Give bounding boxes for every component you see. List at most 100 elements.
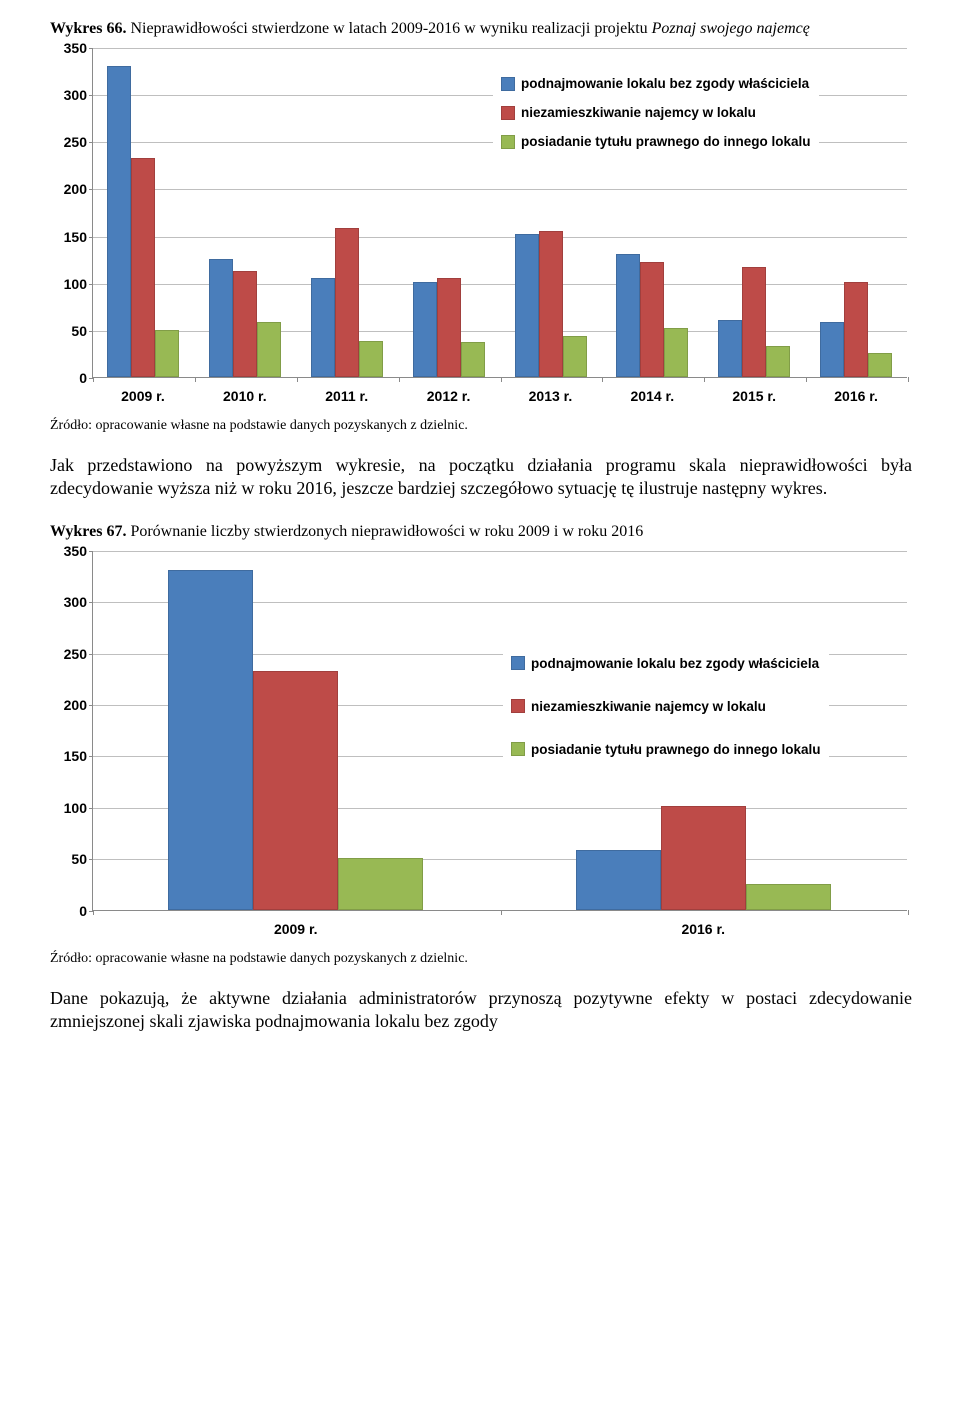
chart1-y-tick-label: 300: [64, 87, 87, 103]
chart2-legend: podnajmowanie lokalu bez zgody właścicie…: [503, 636, 829, 777]
chart2-y-tick-label: 350: [64, 543, 87, 559]
chart2-y-tick-label: 50: [71, 851, 87, 867]
chart1-x-tick: [93, 377, 94, 382]
chart1-x-label: 2013 r.: [500, 388, 602, 404]
chart2-y-tick-label: 200: [64, 697, 87, 713]
chart1-bar: [515, 234, 539, 377]
chart1-gridline: [93, 189, 907, 190]
chart1-gridline: [93, 48, 907, 49]
chart1-bar: [616, 254, 640, 377]
chart1-bar: [107, 66, 131, 377]
chart2-legend-item: niezamieszkiwanie najemcy w lokalu: [511, 685, 821, 728]
chart1-caption-prefix: Wykres 66.: [50, 20, 126, 37]
chart1-bar: [209, 259, 233, 377]
chart1-legend-item: podnajmowanie lokalu bez zgody właścicie…: [501, 69, 811, 98]
chart1-legend: podnajmowanie lokalu bez zgody właścicie…: [493, 63, 819, 162]
chart2-legend-item: posiadanie tytułu prawnego do innego lok…: [511, 728, 821, 771]
chart1-y-tick-label: 250: [64, 134, 87, 150]
chart1-bar: [155, 330, 179, 377]
legend-label: posiadanie tytułu prawnego do innego lok…: [531, 742, 821, 757]
chart2-legend-item: podnajmowanie lokalu bez zgody właścicie…: [511, 642, 821, 685]
chart1-x-label: 2011 r.: [296, 388, 398, 404]
chart1-gridline: [93, 237, 907, 238]
chart1-y-tick-label: 0: [79, 370, 87, 386]
chart1-y-tick-label: 150: [64, 229, 87, 245]
chart1-bar: [718, 320, 742, 377]
chart1: 050100150200250300350podnajmowanie lokal…: [50, 48, 912, 404]
chart1-x-label: 2015 r.: [703, 388, 805, 404]
chart2-source: Źródło: opracowanie własne na podstawie …: [50, 951, 912, 967]
chart1-x-label: 2012 r.: [398, 388, 500, 404]
chart2-bar: [746, 884, 831, 910]
chart2-bar: [168, 570, 253, 909]
chart1-source: Źródło: opracowanie własne na podstawie …: [50, 418, 912, 434]
chart1-bar: [413, 282, 437, 377]
chart2-x-tick: [908, 910, 909, 915]
legend-label: podnajmowanie lokalu bez zgody właścicie…: [521, 76, 809, 91]
legend-swatch: [501, 106, 515, 120]
chart2-caption: Wykres 67. Porównanie liczby stwierdzony…: [50, 523, 912, 541]
legend-label: posiadanie tytułu prawnego do innego lok…: [521, 134, 811, 149]
chart1-plot: 050100150200250300350podnajmowanie lokal…: [92, 48, 907, 378]
chart2-gridline: [93, 551, 907, 552]
chart2-x-label: 2016 r.: [500, 921, 908, 937]
chart1-x-label: 2016 r.: [805, 388, 907, 404]
chart1-x-tick: [704, 377, 705, 382]
chart2-y-tick-label: 300: [64, 594, 87, 610]
chart1-bar: [233, 271, 257, 377]
chart1-caption-italic: Poznaj swojego najemcę: [652, 20, 810, 37]
chart2-x-tick: [501, 910, 502, 915]
chart2-caption-prefix: Wykres 67.: [50, 523, 126, 540]
chart1-bar: [766, 346, 790, 377]
chart1-bar: [868, 353, 892, 377]
chart1-x-tick: [399, 377, 400, 382]
chart1-x-axis: 2009 r.2010 r.2011 r.2012 r.2013 r.2014 …: [92, 388, 907, 404]
chart1-x-tick: [195, 377, 196, 382]
legend-label: podnajmowanie lokalu bez zgody właścicie…: [531, 656, 819, 671]
chart2-bar: [661, 806, 746, 910]
chart1-x-label: 2009 r.: [92, 388, 194, 404]
chart2-plot: 050100150200250300350podnajmowanie lokal…: [92, 551, 907, 911]
legend-swatch: [511, 699, 525, 713]
chart1-x-tick: [602, 377, 603, 382]
legend-swatch: [511, 742, 525, 756]
chart2-bar: [576, 850, 661, 910]
legend-swatch: [501, 135, 515, 149]
chart1-bar: [820, 322, 844, 377]
chart1-bar: [257, 322, 281, 377]
chart1-x-tick: [908, 377, 909, 382]
chart1-bar: [844, 282, 868, 377]
chart2-caption-rest: Porównanie liczby stwierdzonych nieprawi…: [126, 523, 643, 540]
legend-label: niezamieszkiwanie najemcy w lokalu: [531, 699, 766, 714]
chart2-x-axis: 2009 r.2016 r.: [92, 921, 907, 937]
chart2-y-tick-label: 100: [64, 800, 87, 816]
chart1-bar: [437, 278, 461, 377]
chart1-bar: [742, 267, 766, 377]
chart1-caption: Wykres 66. Nieprawidłowości stwierdzone …: [50, 20, 912, 38]
chart2-bar: [253, 671, 338, 910]
chart1-bar: [335, 228, 359, 377]
chart1-bar: [359, 341, 383, 377]
chart2-y-tick-label: 250: [64, 646, 87, 662]
chart1-y-tick-label: 50: [71, 323, 87, 339]
legend-swatch: [501, 77, 515, 91]
paragraph-1: Jak przedstawiono na powyższym wykresie,…: [50, 454, 912, 501]
chart1-legend-item: posiadanie tytułu prawnego do innego lok…: [501, 127, 811, 156]
chart2-y-axis: 050100150200250300350: [53, 551, 93, 910]
chart1-y-tick-label: 200: [64, 181, 87, 197]
chart1-bar: [461, 342, 485, 377]
chart2-y-tick-label: 150: [64, 748, 87, 764]
chart1-bar: [563, 336, 587, 377]
legend-swatch: [511, 656, 525, 670]
chart2: 050100150200250300350podnajmowanie lokal…: [50, 551, 912, 937]
chart2-x-tick: [93, 910, 94, 915]
chart1-x-tick: [297, 377, 298, 382]
chart1-bar: [640, 262, 664, 377]
chart1-x-label: 2014 r.: [601, 388, 703, 404]
chart1-bar: [311, 278, 335, 377]
legend-label: niezamieszkiwanie najemcy w lokalu: [521, 105, 756, 120]
paragraph-2: Dane pokazują, że aktywne działania admi…: [50, 987, 912, 1034]
chart2-y-tick-label: 0: [79, 903, 87, 919]
chart2-x-label: 2009 r.: [92, 921, 500, 937]
chart1-y-axis: 050100150200250300350: [53, 48, 93, 377]
